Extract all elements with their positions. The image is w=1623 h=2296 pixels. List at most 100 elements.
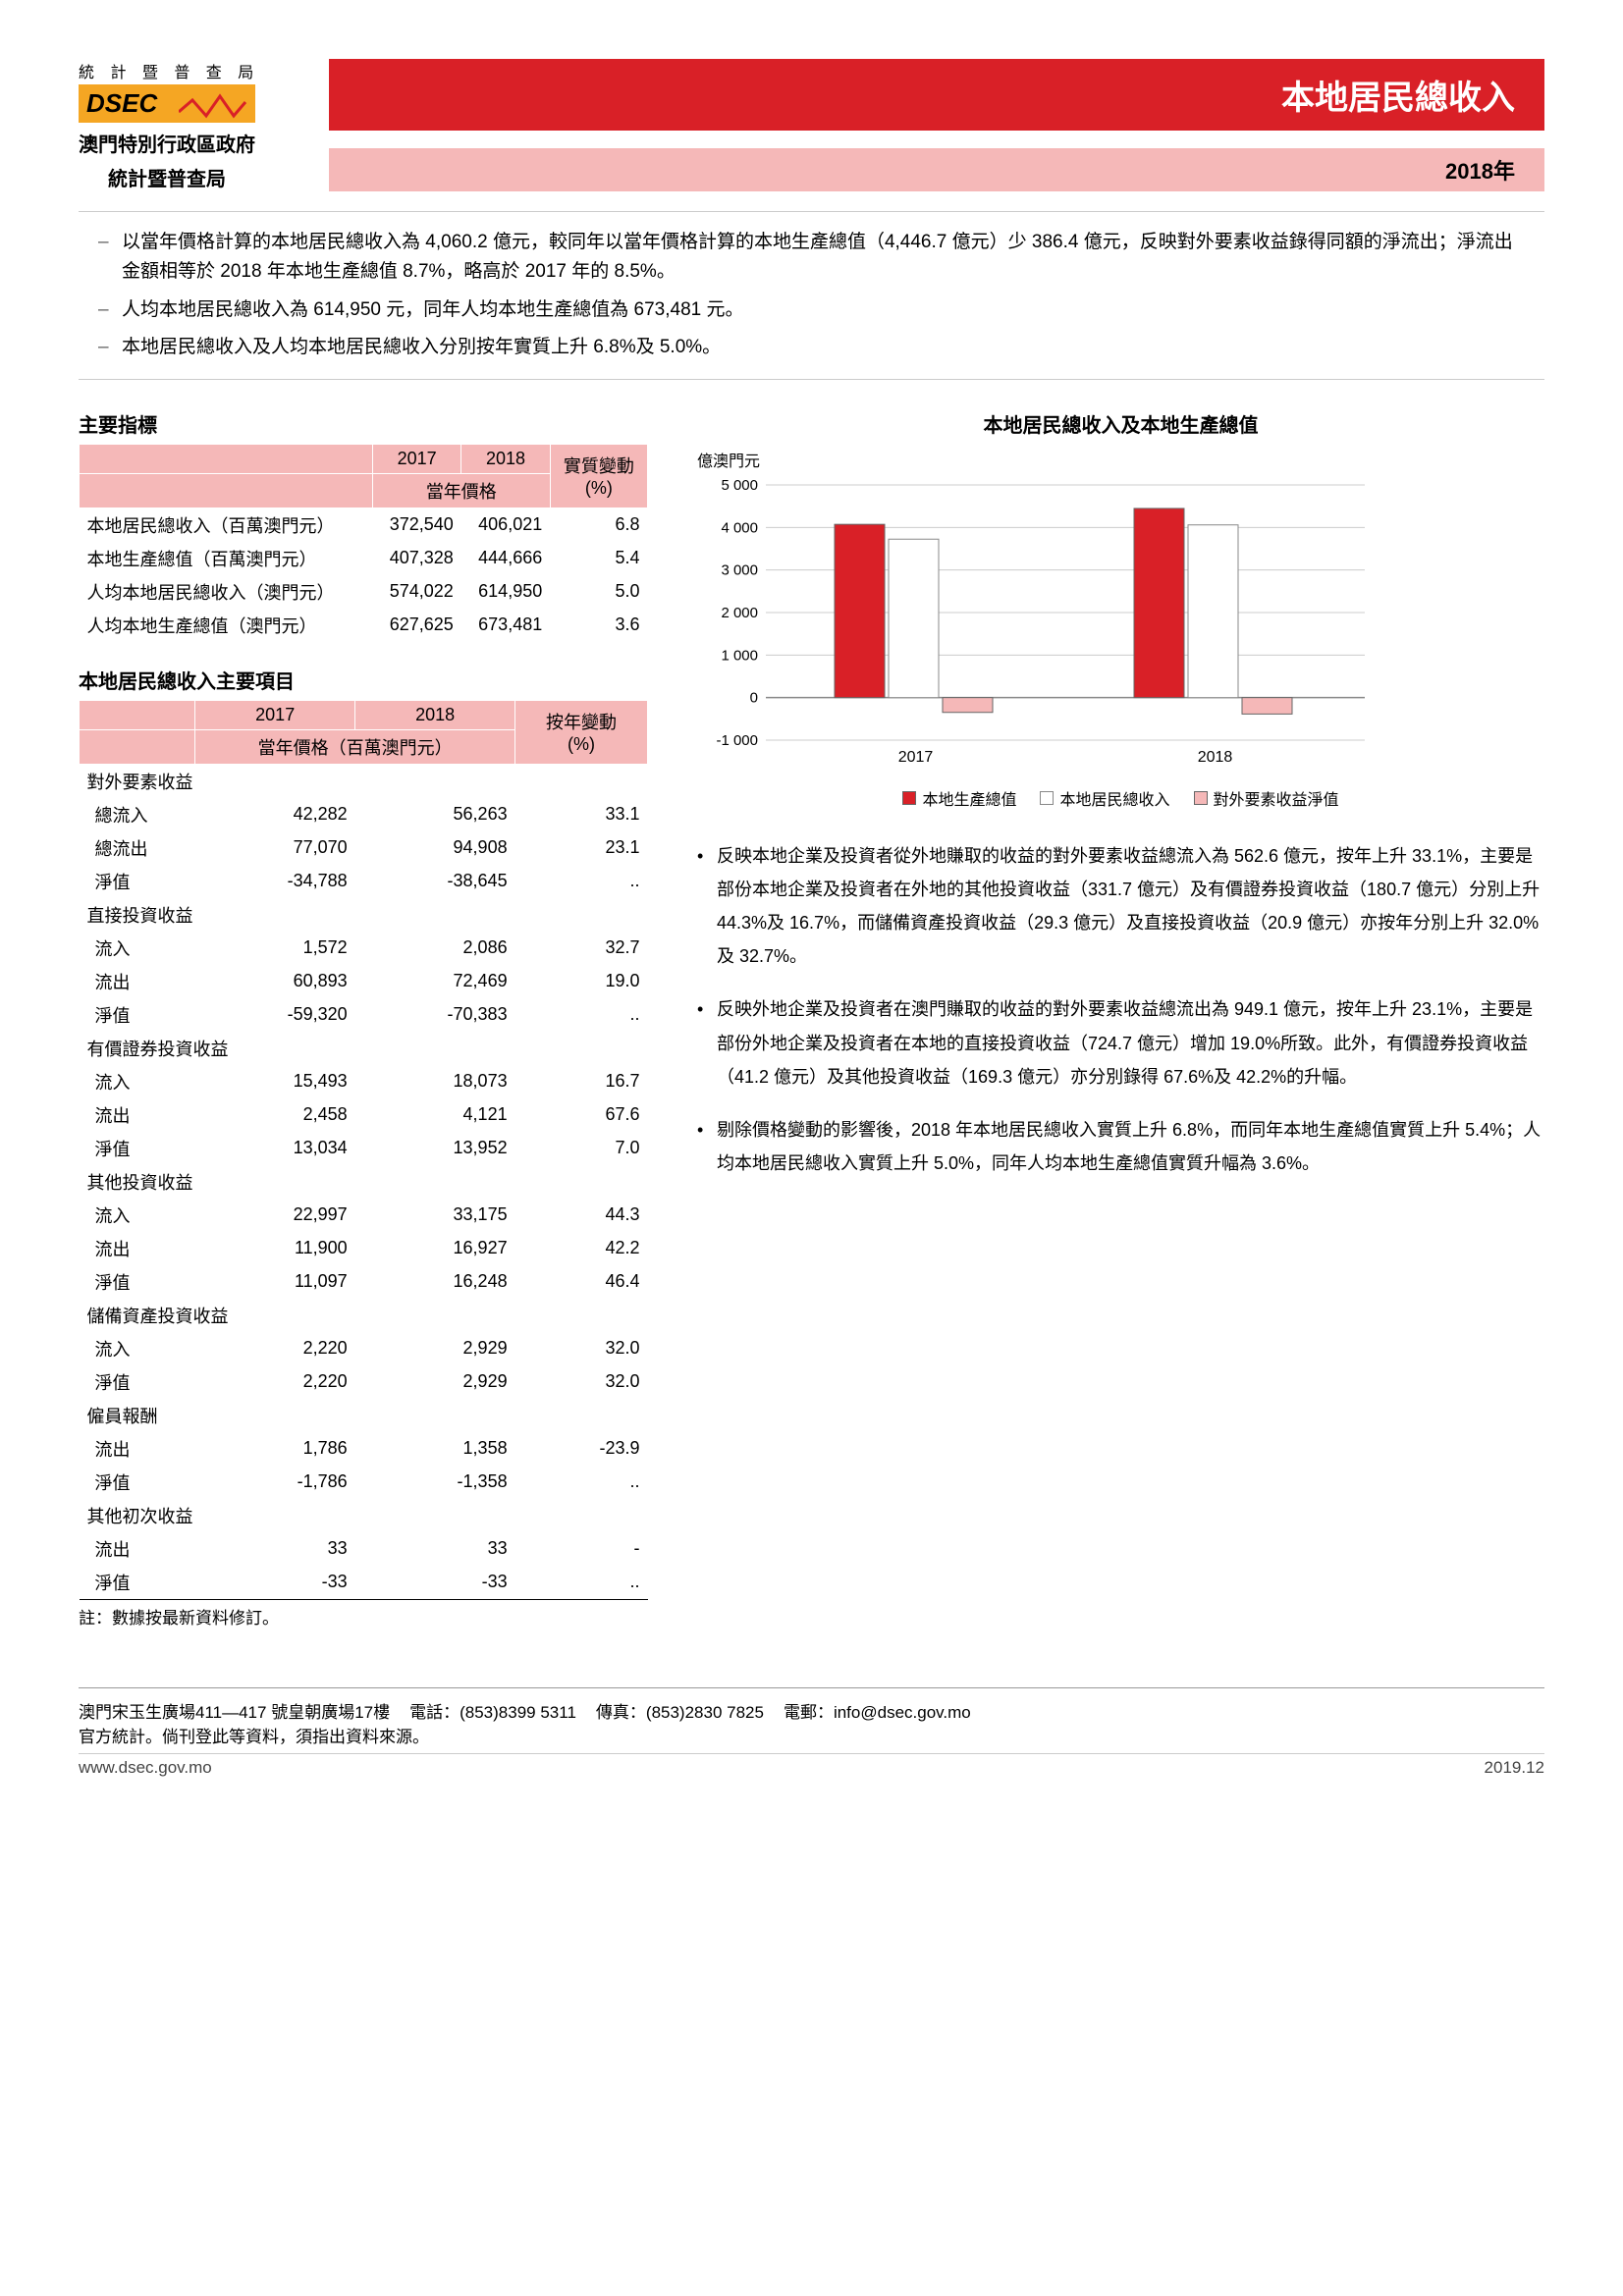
analysis-item: •剔除價格變動的影響後，2018 年本地居民總收入實質上升 6.8%，而同年本地… (697, 1113, 1544, 1180)
footer-email: 電郵：info@dsec.gov.mo (784, 1698, 971, 1723)
right-column: 本地居民總收入及本地生產總值 億澳門元 -1 000 0 1 000 2 000 3 0… (697, 409, 1544, 1629)
logo-box: DSEC (79, 84, 255, 123)
bullet-dash-icon: – (98, 333, 122, 362)
table-row: 流出2,4584,12167.6 (80, 1098, 648, 1132)
bar-chart: -1 000 0 1 000 2 000 3 000 4 000 5 000 2017 2018 (697, 475, 1384, 770)
legend-label: 對外要素收益淨值 (1214, 786, 1339, 810)
analysis-item: •反映外地企業及投資者在澳門賺取的收益的對外要素收益總流出為 949.1 億元，… (697, 992, 1544, 1094)
svg-text:4 000: 4 000 (721, 519, 758, 536)
table-row: 人均本地生產總值（澳門元）627,625673,4813.6 (80, 609, 648, 642)
footer-fax: 傳真：(853)2830 7825 (596, 1698, 764, 1723)
svg-text:2018: 2018 (1198, 749, 1233, 766)
legend-swatch-icon (902, 791, 916, 805)
content-columns: 主要指標 20172018實質變動(%) 當年價格本地居民總收入（百萬澳門元）3… (79, 409, 1544, 1629)
table-group-row: 直接投資收益 (80, 898, 648, 932)
table-group-row: 僱員報酬 (80, 1399, 648, 1432)
legend-swatch-icon (1194, 791, 1208, 805)
banner-column: 本地居民總收入 2018年 (329, 59, 1544, 191)
bullet-dash-icon: – (98, 295, 122, 325)
table-row: 流出60,89372,46919.0 (80, 965, 648, 998)
pink-banner: 2018年 (329, 148, 1544, 191)
table-row: 流出11,90016,92742.2 (80, 1232, 648, 1265)
table-row: 流入2,2202,92932.0 (80, 1332, 648, 1365)
svg-text:2017: 2017 (898, 749, 934, 766)
footer-contact: 澳門宋玉生廣場411—417 號皇朝廣場17樓 電話：(853)8399 531… (79, 1698, 1544, 1723)
table-group-row: 對外要素收益 (80, 764, 648, 798)
table1-title: 主要指標 (79, 409, 648, 438)
table-row: 淨值2,2202,92932.0 (80, 1365, 648, 1399)
footer-disclaimer: 官方統計。倘刊登此等資料，須指出資料來源。 (79, 1723, 1544, 1747)
analysis-item: •反映本地企業及投資者從外地賺取的收益的對外要素收益總流入為 562.6 億元，… (697, 839, 1544, 974)
analysis-text: 剔除價格變動的影響後，2018 年本地居民總收入實質上升 6.8%，而同年本地生… (717, 1113, 1544, 1180)
table-row: 淨值-34,788-38,645.. (80, 865, 648, 898)
table-row: 淨值-1,786-1,358.. (80, 1466, 648, 1499)
chart-legend: 本地生產總值 本地居民總收入 對外要素收益淨值 (697, 786, 1544, 810)
legend-swatch-icon (1040, 791, 1054, 805)
logo-zigzag-icon (179, 92, 247, 120)
chart-ylabel: 億澳門元 (697, 448, 1544, 471)
legend-label: 本地居民總收入 (1059, 786, 1169, 810)
table-row: 流出1,7861,358-23.9 (80, 1432, 648, 1466)
legend-item: 本地居民總收入 (1040, 786, 1169, 810)
svg-text:3 000: 3 000 (721, 561, 758, 578)
logo-text: DSEC (86, 88, 157, 118)
logo-sub2: 統計暨普查局 (79, 163, 255, 191)
table-group-row: 儲備資產投資收益 (80, 1299, 648, 1332)
legend-label: 本地生產總值 (922, 786, 1016, 810)
table-row: 本地生產總值（百萬澳門元）407,328444,6665.4 (80, 542, 648, 575)
summary-bullets: –以當年價格計算的本地居民總收入為 4,060.2 億元，較同年以當年價格計算的… (79, 211, 1544, 380)
bullet-dash-icon: – (98, 228, 122, 288)
svg-text:5 000: 5 000 (721, 477, 758, 494)
logo-sub1: 澳門特別行政區政府 (79, 129, 255, 157)
bullet-dot-icon: • (697, 1113, 717, 1180)
logo-top-text: 統 計 暨 普 查 局 (79, 59, 299, 82)
table2-title: 本地居民總收入主要項目 (79, 666, 648, 694)
table-row: 流入15,49318,07316.7 (80, 1065, 648, 1098)
table-row: 流入22,99733,17544.3 (80, 1199, 648, 1232)
table-row: 淨值-59,320-70,383.. (80, 998, 648, 1032)
left-column: 主要指標 20172018實質變動(%) 當年價格本地居民總收入（百萬澳門元）3… (79, 409, 648, 1629)
svg-text:0: 0 (750, 689, 758, 706)
footer-tel: 電話：(853)8399 5311 (409, 1698, 576, 1723)
bullet-row: –本地居民總收入及人均本地居民總收入分別按年實質上升 6.8%及 5.0%。 (98, 333, 1525, 362)
bullet-dot-icon: • (697, 992, 717, 1094)
table1: 20172018實質變動(%) 當年價格本地居民總收入（百萬澳門元）372,54… (79, 444, 648, 642)
bullet-dot-icon: • (697, 839, 717, 974)
legend-item: 對外要素收益淨值 (1194, 786, 1339, 810)
header: 統 計 暨 普 查 局 DSEC 澳門特別行政區政府 統計暨普查局 本地居民總收… (79, 59, 1544, 191)
footer-date: 2019.12 (1485, 1758, 1544, 1778)
table-row: 總流入42,28256,26333.1 (80, 798, 648, 831)
table-row: 淨值-33-33.. (80, 1566, 648, 1600)
footer: 澳門宋玉生廣場411—417 號皇朝廣場17樓 電話：(853)8399 531… (79, 1687, 1544, 1778)
table-row: 流入1,5722,08632.7 (80, 932, 648, 965)
analysis-block: •反映本地企業及投資者從外地賺取的收益的對外要素收益總流入為 562.6 億元，… (697, 839, 1544, 1181)
table-group-row: 其他投資收益 (80, 1165, 648, 1199)
bullet-text: 人均本地居民總收入為 614,950 元，同年人均本地生產總值為 673,481… (122, 295, 743, 325)
legend-item: 本地生產總值 (902, 786, 1016, 810)
analysis-text: 反映本地企業及投資者從外地賺取的收益的對外要素收益總流入為 562.6 億元，按… (717, 839, 1544, 974)
footer-address: 澳門宋玉生廣場411—417 號皇朝廣場17樓 (79, 1698, 390, 1723)
footer-website: www.dsec.gov.mo (79, 1758, 212, 1778)
table-row: 流出3333- (80, 1532, 648, 1566)
red-banner: 本地居民總收入 (329, 59, 1544, 131)
table-row: 總流出77,07094,90823.1 (80, 831, 648, 865)
logo-block: 統 計 暨 普 查 局 DSEC 澳門特別行政區政府 統計暨普查局 (79, 59, 299, 191)
bullet-row: –以當年價格計算的本地居民總收入為 4,060.2 億元，較同年以當年價格計算的… (98, 228, 1525, 288)
table-group-row: 其他初次收益 (80, 1499, 648, 1532)
svg-text:1 000: 1 000 (721, 647, 758, 664)
analysis-text: 反映外地企業及投資者在澳門賺取的收益的對外要素收益總流出為 949.1 億元，按… (717, 992, 1544, 1094)
table2: 20172018按年變動(%) 當年價格（百萬澳門元）對外要素收益總流入42,2… (79, 700, 648, 1600)
svg-text:-1 000: -1 000 (716, 732, 758, 749)
table-row: 人均本地居民總收入（澳門元）574,022614,9505.0 (80, 575, 648, 609)
bullet-text: 以當年價格計算的本地居民總收入為 4,060.2 億元，較同年以當年價格計算的本… (122, 228, 1525, 288)
footer-bottom: www.dsec.gov.mo 2019.12 (79, 1753, 1544, 1778)
table-group-row: 有價證券投資收益 (80, 1032, 648, 1065)
table-row: 淨值13,03413,9527.0 (80, 1132, 648, 1165)
svg-text:2 000: 2 000 (721, 605, 758, 621)
table-row: 淨值11,09716,24846.4 (80, 1265, 648, 1299)
chart-box: 億澳門元 -1 000 0 1 000 2 000 3 000 4 000 5 000 201… (697, 448, 1544, 810)
chart-title: 本地居民總收入及本地生產總值 (697, 409, 1544, 438)
table2-note: 註：數據按最新資料修訂。 (79, 1604, 648, 1629)
bullet-row: –人均本地居民總收入為 614,950 元，同年人均本地生產總值為 673,48… (98, 295, 1525, 325)
bullet-text: 本地居民總收入及人均本地居民總收入分別按年實質上升 6.8%及 5.0%。 (122, 333, 721, 362)
